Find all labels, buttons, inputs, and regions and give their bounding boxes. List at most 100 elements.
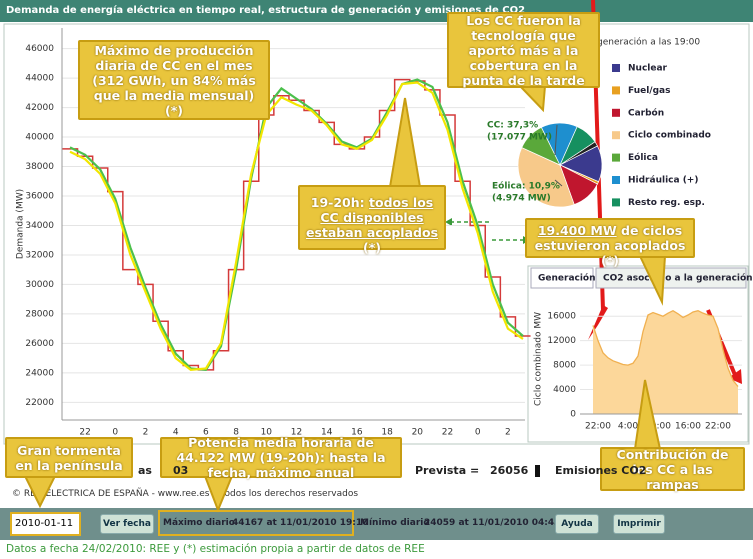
y-tick-label: 34000 (25, 221, 54, 231)
toolbar: 2010-01-11 Ver fecha Máximo diario 44167… (0, 508, 753, 540)
slice-label: CC: 37,3% (487, 121, 538, 131)
area-line (592, 309, 739, 387)
tab-label: CO2 asociado a la generación (603, 273, 753, 284)
status-label: Emisiones CO2 (555, 464, 647, 477)
min-value: 24059 at 11/01/2010 04:45 (424, 518, 561, 528)
x-tick-label: 0 (475, 428, 481, 438)
legend-label: Carbón (628, 107, 664, 118)
callout: Máximo de producción diaria de CC en el … (78, 40, 270, 120)
x-tick-label: 12 (291, 428, 302, 438)
header-title: Demanda de energía eléctrica en tiempo r… (6, 5, 526, 16)
legend-swatch (612, 153, 620, 162)
leader (554, 124, 558, 156)
slice-mw: (17.077 MW) (487, 133, 552, 143)
legend-label: Ciclo combinado (628, 131, 711, 141)
x-tick-label: 6 (203, 428, 209, 438)
callout: Contribución de los CC a las rampas (600, 447, 745, 492)
y-tick-label: 4000 (553, 385, 576, 395)
callout-text: 19-20h: (310, 195, 370, 210)
callout-text: todos los CC disponibles estaban acoplad… (305, 195, 439, 240)
y-tick-label: 22000 (25, 398, 54, 408)
y-tick-label: 30000 (25, 280, 54, 290)
x-tick-label: 22:00 (705, 422, 731, 432)
callout-text: (*) (363, 240, 381, 255)
tab (530, 267, 594, 289)
legend-swatch (612, 108, 620, 117)
slice-label: Eólica: 10,9% (492, 181, 560, 192)
legend-swatch (612, 198, 620, 207)
pie-slice (517, 147, 575, 208)
footer: Datos a fecha 24/02/2010: REE y (*) esti… (6, 543, 425, 555)
x-tick-label: 18 (381, 428, 393, 438)
x-tick-label: 16 (351, 428, 363, 438)
legend-swatch (612, 64, 620, 72)
y-tick-label: 12000 (547, 336, 576, 346)
y-tick-label: 0 (570, 410, 576, 420)
x-tick-label: 14 (321, 428, 333, 438)
arrow-down-head (728, 369, 742, 384)
x-tick-label: 16:00 (675, 422, 701, 432)
y-tick-label: 26000 (25, 339, 54, 349)
area (593, 310, 738, 414)
x-tick-label: 20 (412, 428, 424, 438)
x-tick-label: 2 (505, 428, 511, 438)
y-tick-label: 8000 (553, 361, 576, 371)
y-tick-label: 44000 (25, 74, 54, 84)
pie-title: generación a las 19:00 (597, 37, 700, 48)
status-value: 26056 (490, 464, 529, 477)
y-tick-label: 24000 (25, 368, 54, 378)
date-input[interactable]: 2010-01-11 (10, 512, 81, 536)
print-button[interactable]: Imprimir (613, 514, 665, 534)
tab (595, 267, 747, 289)
x-tick-label: 4:00 (618, 422, 638, 432)
status-swatch (535, 465, 540, 477)
leader (554, 179, 563, 187)
y-tick-label: 32000 (25, 250, 54, 260)
max-value: 44167 at 11/01/2010 19:10 (232, 518, 369, 528)
x-tick-label: 10:00 (645, 422, 671, 432)
x-tick-label: 10 (261, 428, 273, 438)
y-tick-label: 36000 (25, 192, 54, 202)
x-tick-label: 22:00 (585, 422, 611, 432)
y-tick-label: 42000 (25, 103, 54, 113)
status-label: as (138, 464, 152, 477)
line-series (69, 78, 524, 372)
y-tick-label: 40000 (25, 133, 54, 143)
callout-text: de ciclos estuvieron acoplados (*) (534, 223, 686, 268)
y-tick-label: 16000 (547, 312, 576, 322)
legend-label: Resto reg. esp. (628, 198, 705, 208)
line-series (69, 81, 524, 372)
legend-label: Nuclear (628, 64, 668, 74)
x-tick-label: 2 (143, 428, 149, 438)
max-box (158, 510, 354, 536)
x-tick-label: 22 (79, 428, 90, 438)
help-button[interactable]: Ayuda (555, 514, 599, 534)
x-tick-label: 0 (112, 428, 118, 438)
status-value: 03 (173, 464, 189, 477)
y-tick-label: 38000 (25, 162, 54, 172)
legend-swatch (612, 131, 620, 140)
tab-label: Generación (538, 273, 596, 284)
slice-mw: (4.974 MW) (492, 194, 551, 204)
y-axis-label: Ciclo combinado MW (534, 312, 544, 406)
max-label: Máximo diario (163, 518, 235, 528)
callout: 19-20h: todos los CC disponibles estaban… (298, 185, 446, 255)
callout-text: 19.400 MW (537, 223, 617, 238)
legend-label: Hidráulica (+) (628, 176, 698, 186)
x-tick-label: 4 (173, 428, 179, 438)
callout: Gran tormenta en la península (5, 437, 133, 478)
y-tick-label: 28000 (25, 309, 54, 319)
pie-slice (559, 141, 598, 166)
x-tick-label: 8 (233, 428, 239, 438)
view-button[interactable]: Ver fecha (100, 514, 154, 534)
x-tick-label: 22 (442, 428, 453, 438)
callout: 19.400 MW de ciclos estuvieron acoplados… (525, 218, 695, 268)
callout: Potencia media horaria de 44.122 MW (19-… (160, 435, 402, 480)
dash-head (445, 218, 452, 226)
min-label: Mínimo diario (360, 518, 430, 528)
legend-swatch (612, 176, 620, 184)
status-label: Prevista = (415, 464, 480, 477)
legend-swatch (612, 86, 620, 95)
line-series (62, 78, 531, 371)
